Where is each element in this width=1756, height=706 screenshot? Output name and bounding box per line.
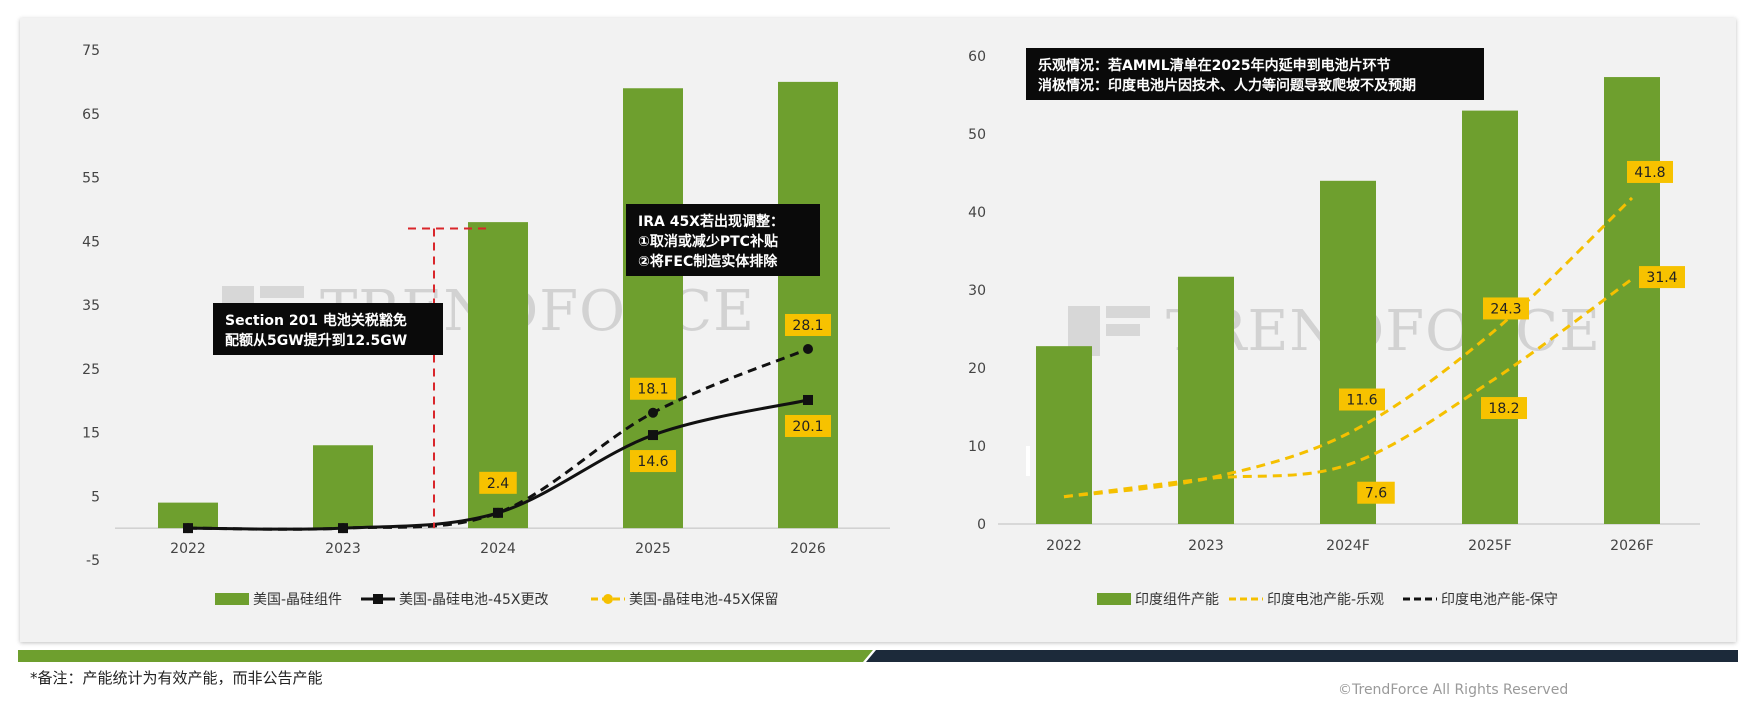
series-marker — [493, 507, 503, 518]
watermark-logo-bar1 — [1106, 306, 1150, 318]
series-marker — [338, 523, 348, 534]
series-marker — [803, 343, 813, 354]
annotation-ira45x-line: IRA 45X若出现调整： — [638, 213, 784, 230]
bar-2023 — [1178, 276, 1234, 524]
y-tick-label: 65 — [82, 107, 100, 123]
legend-swatch — [215, 593, 249, 605]
series-marker — [648, 407, 658, 418]
annotation-ira45x-line: ①取消或减少PTC补贴 — [638, 233, 778, 250]
footnote: *备注：产能统计为有效产能，而非公告产能 — [30, 669, 323, 687]
x-tick-label: 2024 — [480, 541, 516, 557]
data-label: 31.4 — [1646, 270, 1677, 286]
legend-label: 印度电池产能-保守 — [1441, 592, 1558, 608]
annotation-section201-line: 配额从5GW提升到12.5GW — [225, 332, 407, 349]
annotation-india-line: 乐观情况：若AMML清单在2025年内延申到电池片环节 — [1038, 57, 1391, 74]
annotation-section201-line: Section 201 电池关税豁免 — [225, 312, 407, 329]
x-tick-label: 2023 — [325, 541, 361, 557]
y-tick-label: 15 — [82, 426, 100, 442]
data-label-box — [1339, 388, 1385, 411]
footer-bar — [18, 650, 1738, 662]
y-tick-label: -5 — [86, 553, 100, 569]
annotation-ira45x-line: ②将FEC制造实体排除 — [638, 253, 778, 270]
legend-swatch — [1097, 593, 1131, 605]
x-tick-label: 2026 — [790, 541, 826, 557]
annotation-india-line: 消极情况：印度电池片因技术、人力等问题导致爬坡不及预期 — [1038, 77, 1416, 94]
y-tick-label: 10 — [968, 439, 986, 455]
legend-label: 印度组件产能 — [1135, 592, 1219, 608]
data-label-box — [1483, 297, 1529, 320]
legend-label: 美国-晶硅组件 — [253, 592, 342, 608]
y-tick-label: 40 — [968, 205, 986, 221]
y-tick-label: 35 — [82, 298, 100, 314]
legend-label: 印度电池产能-乐观 — [1267, 592, 1384, 608]
x-tick-label: 2023 — [1188, 538, 1224, 554]
legend-marker — [373, 594, 383, 604]
legend-label: 美国-晶硅电池-45X保留 — [629, 592, 779, 608]
data-label: 18.2 — [1488, 401, 1519, 417]
watermark-logo-bar1 — [260, 286, 304, 298]
x-tick-label: 2025 — [635, 541, 671, 557]
series-marker — [648, 430, 658, 441]
bar-2024F — [1320, 180, 1376, 525]
y-tick-label: 55 — [82, 171, 100, 187]
annotation-ira45x-box — [626, 204, 820, 276]
x-tick-label: 2024F — [1326, 538, 1370, 554]
y-tick-label: 30 — [968, 283, 986, 299]
y-tick-label: 25 — [82, 362, 100, 378]
data-label: 11.6 — [1346, 393, 1377, 409]
legend-marker — [603, 594, 613, 604]
series-line-1 — [1063, 277, 1633, 499]
data-label: 20.1 — [792, 419, 823, 435]
x-tick-label: 2022 — [1046, 538, 1082, 554]
data-label-box — [1481, 397, 1527, 420]
annotation-india-box — [1026, 48, 1484, 100]
data-label-box — [1639, 266, 1685, 289]
data-label-box — [785, 414, 831, 437]
data-label: 18.1 — [637, 382, 668, 398]
legend-label: 美国-晶硅电池-45X更改 — [399, 592, 549, 608]
data-label-box — [630, 377, 676, 400]
y-tick-label: 60 — [968, 49, 986, 65]
y-tick-label: 45 — [82, 234, 100, 250]
bar-2026F — [1604, 77, 1660, 524]
y-tick-label: 75 — [82, 43, 100, 59]
series-line-0 — [1063, 196, 1634, 499]
data-label: 41.8 — [1634, 165, 1665, 181]
data-label: 24.3 — [1490, 301, 1521, 317]
bar-2026 — [778, 81, 838, 529]
y-tick-label: 5 — [91, 489, 100, 505]
data-label-box — [785, 313, 831, 336]
x-tick-label: 2025F — [1468, 538, 1512, 554]
y-tick-label: 50 — [968, 127, 986, 143]
series-marker — [183, 523, 193, 534]
data-label: 7.6 — [1365, 486, 1387, 502]
scan-artifact — [1026, 446, 1030, 476]
x-tick-label: 2026F — [1610, 538, 1654, 554]
data-label: 14.6 — [637, 454, 668, 470]
data-label-box — [630, 450, 676, 473]
data-label-box — [479, 471, 517, 494]
data-label: 28.1 — [792, 318, 823, 334]
y-tick-label: 0 — [977, 517, 986, 533]
copyright-text: ©TrendForce All Rights Reserved — [1338, 682, 1569, 698]
bar-2022 — [1036, 346, 1092, 524]
data-label: 2.4 — [487, 476, 509, 492]
data-label-box — [1627, 160, 1673, 183]
series-marker — [803, 394, 813, 405]
annotation-section201-box — [213, 303, 443, 355]
data-label-box — [1357, 481, 1395, 504]
y-tick-label: 20 — [968, 361, 986, 377]
watermark-logo-bar2 — [1106, 324, 1140, 336]
x-tick-label: 2022 — [170, 541, 206, 557]
bar-2023 — [313, 445, 373, 529]
